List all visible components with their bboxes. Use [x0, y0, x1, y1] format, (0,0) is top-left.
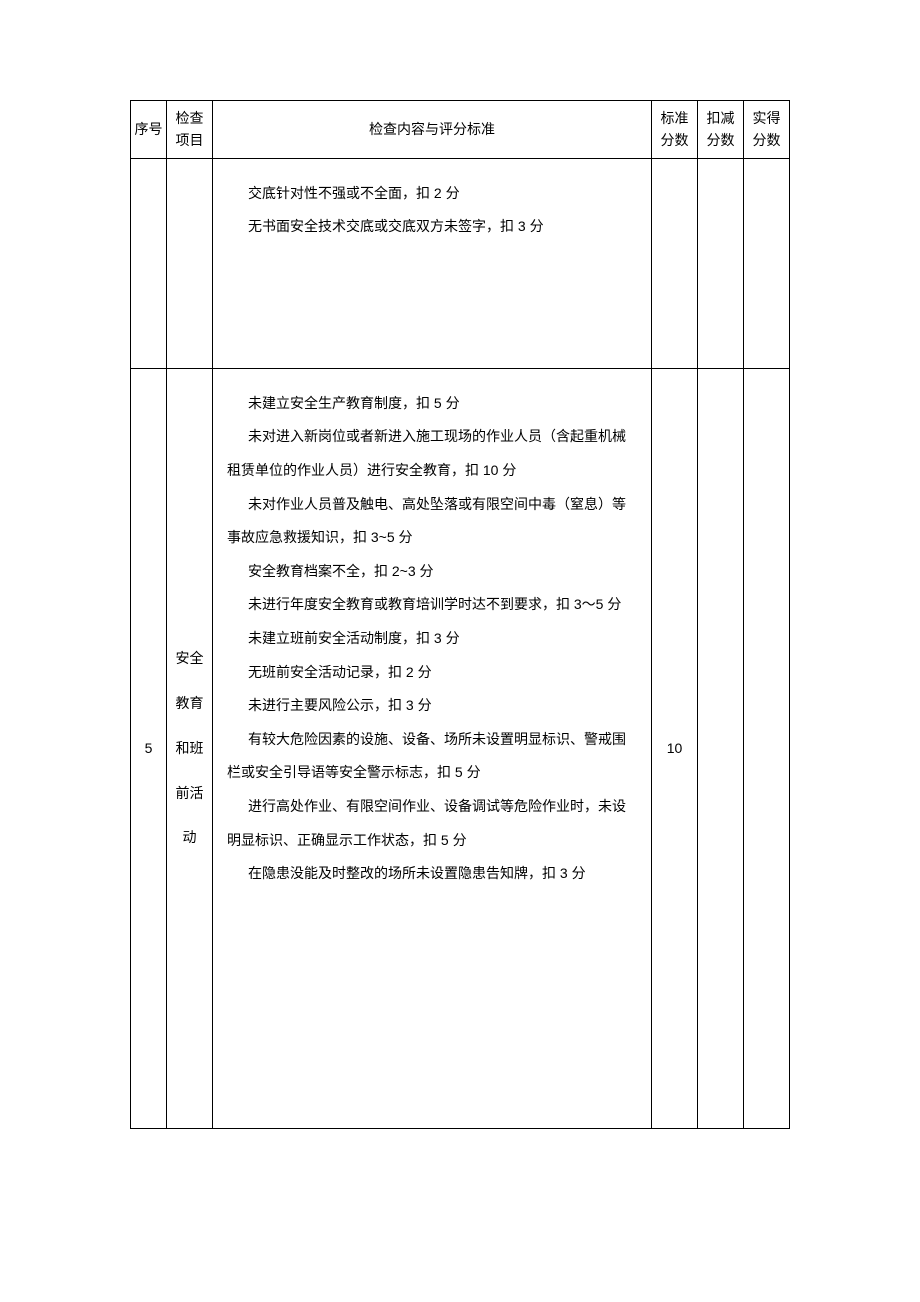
content-line: 进行高处作业、有限空间作业、设备调试等危险作业时，未设明显标识、正确显示工作状态…: [227, 790, 637, 857]
header-score: 标准分数: [652, 101, 698, 159]
content-line: 无班前安全活动记录，扣 2 分: [227, 656, 637, 690]
content-line: 交底针对性不强或不全面，扣 2 分: [227, 177, 637, 211]
content-line: 未建立安全生产教育制度，扣 5 分: [227, 387, 637, 421]
header-content: 检查内容与评分标准: [213, 101, 652, 159]
content-line: 在隐患没能及时整改的场所未设置隐患告知牌，扣 3 分: [227, 857, 637, 891]
content-line: 未对进入新岗位或者新进入施工现场的作业人员（含起重机械租赁单位的作业人员）进行安…: [227, 420, 637, 487]
cell-actual: [744, 158, 790, 368]
inspection-table: 序号 检查项目 检查内容与评分标准 标准分数 扣减分数 实得分数 交底针对性不强…: [130, 100, 790, 1129]
cell-seq: [131, 158, 167, 368]
header-seq: 序号: [131, 101, 167, 159]
header-item: 检查项目: [167, 101, 213, 159]
cell-deduct: [698, 368, 744, 1128]
cell-content: 交底针对性不强或不全面，扣 2 分 无书面安全技术交底或交底双方未签字，扣 3 …: [213, 158, 652, 368]
table-row: 交底针对性不强或不全面，扣 2 分 无书面安全技术交底或交底双方未签字，扣 3 …: [131, 158, 790, 368]
cell-actual: [744, 368, 790, 1128]
content-line: 未建立班前安全活动制度，扣 3 分: [227, 622, 637, 656]
content-line: 有较大危险因素的设施、设备、场所未设置明显标识、警戒围栏或安全引导语等安全警示标…: [227, 723, 637, 790]
cell-item: 安全教育和班前活动: [167, 368, 213, 1128]
content-line: 未对作业人员普及触电、高处坠落或有限空间中毒（窒息）等事故应急救援知识，扣 3~…: [227, 488, 637, 555]
content-line: 未进行主要风险公示，扣 3 分: [227, 689, 637, 723]
header-actual: 实得分数: [744, 101, 790, 159]
cell-seq: 5: [131, 368, 167, 1128]
header-deduct: 扣减分数: [698, 101, 744, 159]
cell-deduct: [698, 158, 744, 368]
content-line: 安全教育档案不全，扣 2~3 分: [227, 555, 637, 589]
cell-score: 10: [652, 368, 698, 1128]
cell-item: [167, 158, 213, 368]
cell-content: 未建立安全生产教育制度，扣 5 分 未对进入新岗位或者新进入施工现场的作业人员（…: [213, 368, 652, 1128]
table-header-row: 序号 检查项目 检查内容与评分标准 标准分数 扣减分数 实得分数: [131, 101, 790, 159]
table-row: 5 安全教育和班前活动 未建立安全生产教育制度，扣 5 分 未对进入新岗位或者新…: [131, 368, 790, 1128]
content-line: 无书面安全技术交底或交底双方未签字，扣 3 分: [227, 210, 637, 244]
content-line: 未进行年度安全教育或教育培训学时达不到要求，扣 3～5 分: [227, 588, 637, 622]
cell-score: [652, 158, 698, 368]
